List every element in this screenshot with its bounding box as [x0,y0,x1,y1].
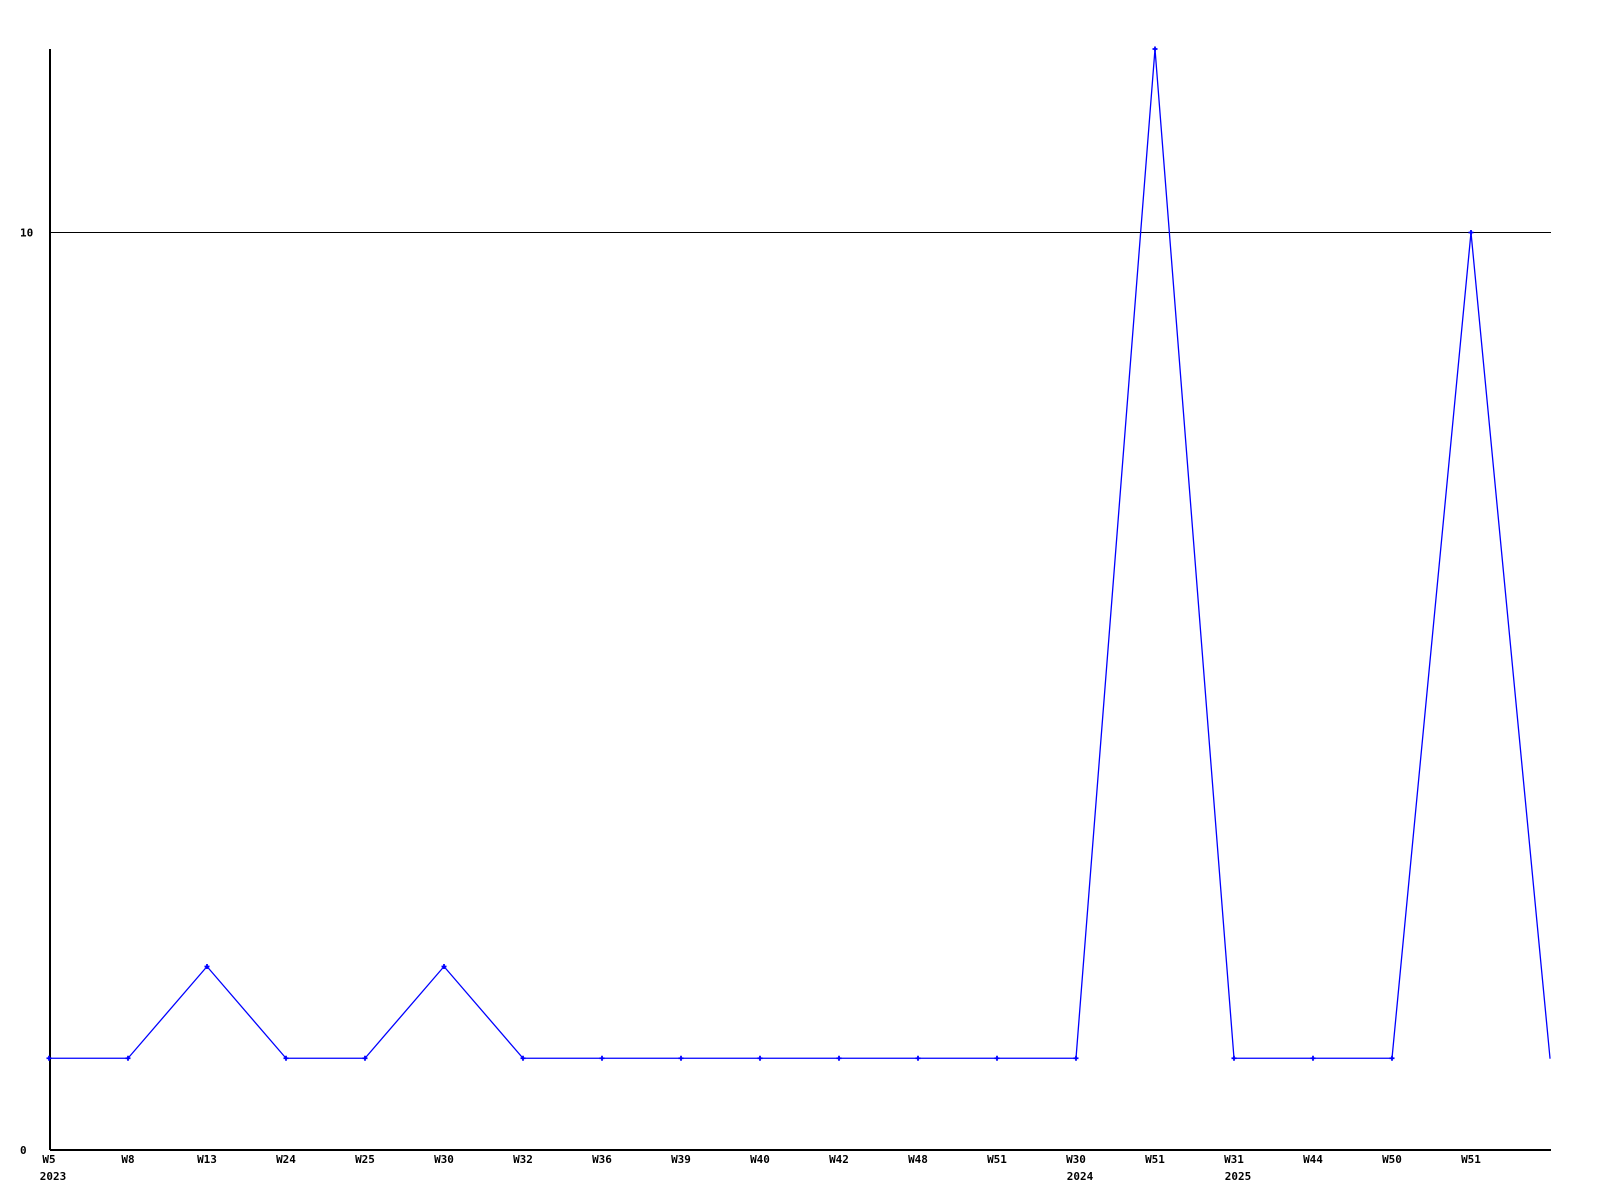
data-point-marker [599,1055,605,1061]
x-tick-label: W30 [434,1153,454,1166]
x-tick-label: W25 [355,1153,375,1166]
x-tick-label: W31 [1224,1153,1244,1166]
x-tick-label: W51 [1461,1153,1481,1166]
data-point-marker [1468,230,1474,235]
x-tick-label: W39 [671,1153,691,1166]
series-line [48,48,1551,1059]
x-tick-label: W51 [1145,1153,1165,1166]
x-tick-label: W5 [42,1153,55,1166]
data-point-marker [1152,46,1158,52]
x-tick-label: W50 [1382,1153,1402,1166]
x-tick-label: W42 [829,1153,849,1166]
data-point-marker [125,1055,131,1061]
data-point-marker [836,1055,842,1061]
x-tick-label: W51 [987,1153,1007,1166]
data-point-marker [757,1055,763,1061]
data-point-marker [1310,1055,1316,1061]
data-point-marker [441,964,447,969]
x-tick-label: W44 [1303,1153,1323,1166]
data-point-marker [46,1055,52,1061]
data-point-marker [204,964,210,969]
x-tick-label: W24 [276,1153,296,1166]
data-point-marker [994,1055,1000,1061]
data-point-marker [1231,1055,1237,1061]
data-point-marker [1389,1055,1395,1061]
x-tick-label: W32 [513,1153,533,1166]
x-tick-label: W48 [908,1153,928,1166]
x-tick-label: W36 [592,1153,612,1166]
data-point-marker [1073,1055,1079,1061]
data-point-marker [283,1055,289,1061]
x-tick-label: W8 [121,1153,134,1166]
data-point-marker [520,1055,526,1061]
x-tick-year-label: 2024 [1067,1170,1094,1183]
data-point-marker [915,1055,921,1061]
x-tick-label: W13 [197,1153,217,1166]
x-tick-label: W30 [1066,1153,1086,1166]
x-tick-year-label: 2023 [40,1170,67,1183]
x-tick-label: W40 [750,1153,770,1166]
y-tick-label: 0 [20,1144,27,1157]
x-tick-year-label: 2025 [1225,1170,1252,1183]
data-point-marker [678,1055,684,1061]
data-point-marker [362,1055,368,1061]
y-tick-label: 10 [20,227,33,240]
